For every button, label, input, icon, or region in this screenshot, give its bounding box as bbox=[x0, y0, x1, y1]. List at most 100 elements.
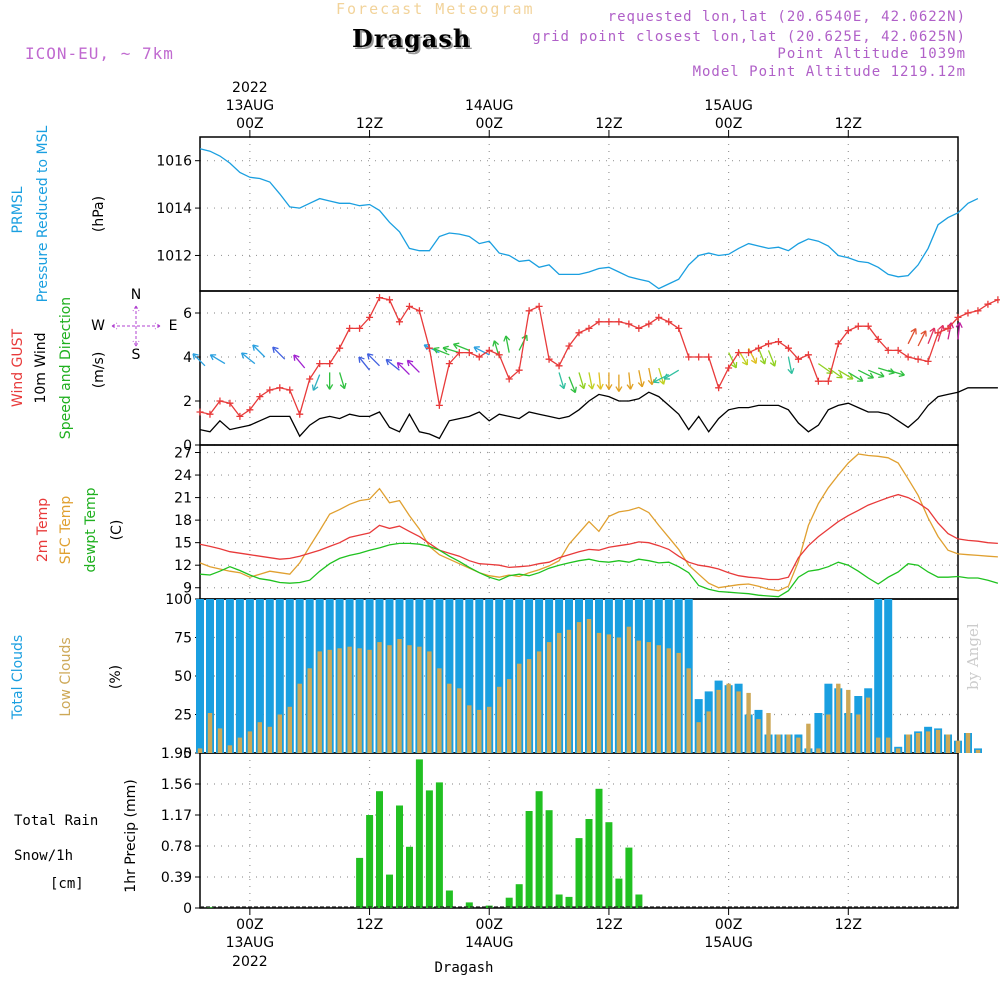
low-clouds-bar bbox=[287, 706, 292, 753]
low-clouds-bar bbox=[886, 737, 891, 753]
wind-arrow-shaft bbox=[628, 372, 632, 390]
low-clouds-bar bbox=[217, 728, 223, 753]
wind-arrow bbox=[240, 352, 256, 365]
wind-gust-series-point bbox=[465, 349, 473, 357]
wind-gust-series-point bbox=[834, 340, 842, 348]
wind-arrow-shaft bbox=[598, 372, 602, 390]
x-tick-hour-bottom: 00Z bbox=[476, 917, 503, 933]
wind-gust-series-point bbox=[535, 302, 543, 310]
wind-gust-series bbox=[196, 294, 1000, 420]
temp-y-tick-label: 18 bbox=[174, 513, 192, 529]
clouds-y-tick-label: 100 bbox=[165, 592, 192, 608]
low-clouds-bar bbox=[447, 683, 452, 753]
wind-arrow-head bbox=[240, 352, 248, 359]
rain-bar bbox=[605, 822, 613, 908]
total-clouds-bar bbox=[295, 599, 304, 753]
low-clouds-bar bbox=[786, 734, 791, 753]
low-clouds-bar bbox=[477, 709, 482, 753]
wind-arrow-shaft bbox=[588, 372, 593, 390]
x-tick-hour-bottom: 12Z bbox=[835, 917, 862, 933]
wind-arrow bbox=[867, 369, 885, 379]
wind-speed-label: 10m Wind bbox=[33, 332, 49, 403]
rain-bar bbox=[396, 805, 403, 908]
low-clouds-bar bbox=[546, 642, 552, 753]
wind-arrow-shaft bbox=[442, 347, 460, 354]
x-tick-hour-top: 00Z bbox=[236, 116, 263, 132]
wind-arrow bbox=[192, 353, 206, 367]
rain-bar bbox=[425, 790, 433, 908]
wind-arrow bbox=[406, 359, 420, 373]
clouds-y-tick-label: 25 bbox=[174, 708, 192, 724]
low-clouds-bar bbox=[377, 642, 382, 753]
rain-bar bbox=[595, 788, 603, 908]
wind-arrow-head bbox=[615, 386, 623, 392]
wind-arrow bbox=[339, 372, 347, 390]
low-clouds-bar bbox=[766, 713, 771, 753]
wind-arrow-shaft bbox=[339, 372, 346, 389]
wind-arrow-shaft bbox=[787, 356, 793, 374]
low-clouds-bar bbox=[626, 626, 632, 753]
x-tick-date-bottom: 14AUG bbox=[465, 935, 514, 951]
dewpt-temp-label: dewpt Temp bbox=[83, 487, 99, 572]
wind-arrow-head bbox=[339, 382, 347, 390]
wind-arrow-shaft bbox=[568, 376, 576, 393]
low-clouds-bar bbox=[915, 733, 921, 753]
wind-arrow-shaft bbox=[252, 344, 266, 358]
model-label: ICON-EU, ~ 7km bbox=[25, 44, 174, 63]
wind-arrow-head bbox=[750, 357, 758, 364]
wind-arrow-head bbox=[452, 342, 460, 350]
wind-arrow bbox=[311, 374, 321, 391]
wind-arrow-head bbox=[878, 371, 885, 379]
wind-arrow-head bbox=[209, 354, 217, 361]
wind-gust-series-point bbox=[804, 351, 812, 359]
wind-arrow-head bbox=[653, 376, 660, 384]
low-clouds-bar bbox=[965, 733, 971, 753]
precip-unit: 1hr Precip (mm) bbox=[123, 779, 139, 892]
wind-arrow bbox=[937, 324, 945, 342]
wind-gust-series-point bbox=[206, 410, 214, 418]
wind-gust-series-point bbox=[316, 360, 324, 368]
total-clouds-bar bbox=[455, 599, 464, 753]
wind-gust-series-point bbox=[455, 349, 463, 357]
wind-arrow bbox=[837, 369, 854, 380]
wind-arrow-head bbox=[955, 322, 963, 329]
wind-gust-series-point bbox=[515, 366, 523, 374]
wind-gust-series-point bbox=[655, 313, 663, 321]
wind-gust-series-point bbox=[575, 329, 583, 337]
wind-arrow-shaft bbox=[847, 371, 864, 382]
wind-arrow-shaft bbox=[927, 327, 935, 345]
rain-bar bbox=[625, 847, 633, 908]
dewpt-temp-series-line bbox=[199, 542, 999, 598]
low-clouds-bar bbox=[407, 645, 412, 753]
wind-arrow bbox=[587, 372, 595, 390]
grid-point-coordinates: grid point closest lon,lat (20.625E, 42.… bbox=[532, 29, 966, 45]
wind-arrow bbox=[293, 354, 306, 369]
wind-gust-series-point bbox=[256, 393, 264, 401]
wind-gust-series-point bbox=[665, 318, 673, 326]
wind-gust-series-point bbox=[964, 309, 972, 317]
wind-arrow-head bbox=[867, 372, 875, 379]
wind-arrow-head bbox=[637, 381, 645, 388]
low-clouds-bar bbox=[267, 726, 272, 753]
wind-gust-series-point bbox=[346, 324, 354, 332]
wind-gust-series-point bbox=[296, 410, 304, 418]
wind-arrow-shaft bbox=[272, 346, 286, 360]
wind-gust-series-point bbox=[685, 353, 693, 361]
precip-y-tick-label: 0.39 bbox=[161, 870, 192, 886]
model-point-altitude: Model Point Altitude 1219.12m bbox=[692, 64, 966, 80]
wind-gust-series-point bbox=[725, 364, 733, 372]
wind-gust-series-point bbox=[505, 375, 513, 383]
low-clouds-bar bbox=[726, 683, 731, 753]
compass-arrows bbox=[111, 305, 161, 347]
wind-arrow-shaft bbox=[827, 367, 843, 379]
wind-arrow bbox=[596, 372, 604, 390]
wind-arrow-shaft bbox=[857, 369, 874, 379]
compass-n: N bbox=[131, 287, 141, 303]
precip-y-tick-label: 0 bbox=[183, 901, 192, 917]
rain-bar bbox=[615, 878, 623, 908]
total-clouds-bar bbox=[255, 599, 264, 753]
wind-gust-series-point bbox=[246, 406, 254, 414]
wind-gust-series-point bbox=[635, 324, 643, 332]
wind-gust-label: Wind GUST bbox=[10, 328, 26, 407]
low-clouds-bar bbox=[975, 749, 981, 753]
